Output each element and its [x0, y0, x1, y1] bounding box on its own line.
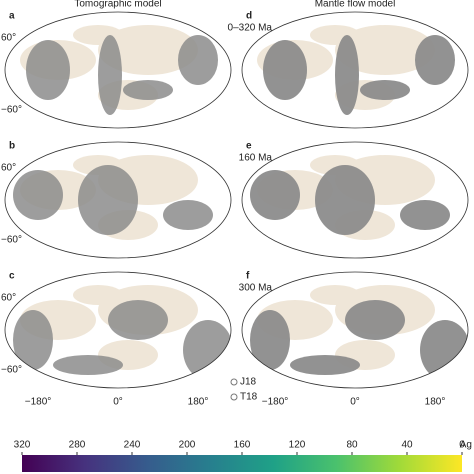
slab-region: [315, 165, 375, 235]
colorbar-label: Ag: [460, 440, 472, 451]
age-label: 0–320 Ma: [228, 23, 273, 34]
slab-region: [420, 320, 468, 380]
legend-label: J18: [240, 377, 257, 388]
tick-label: 240: [124, 440, 141, 451]
lat-label: 60°: [1, 163, 16, 174]
map-panel: [242, 142, 468, 258]
slab-region: [163, 200, 213, 230]
lon-label: 0°: [113, 397, 123, 408]
slab-region: [108, 300, 168, 340]
slab-region: [345, 300, 405, 340]
tick-label: 120: [289, 440, 306, 451]
slab-region: [250, 170, 300, 220]
continent: [335, 25, 435, 75]
slab-region: [26, 40, 70, 100]
colorbar: [22, 455, 462, 472]
map-panel: [5, 272, 231, 388]
map-outline: [241, 271, 469, 389]
tick-label: 0: [459, 440, 465, 451]
slab-region: [78, 165, 138, 235]
slab-region: [53, 355, 123, 375]
tick-label: 80: [346, 440, 358, 451]
slab-region: [415, 35, 455, 85]
legend-marker: [230, 393, 238, 401]
panel-letter: b: [9, 141, 15, 152]
tick-label: 280: [69, 440, 86, 451]
legend-marker: [230, 378, 238, 386]
lon-label: 180°: [188, 397, 209, 408]
slab-region: [250, 310, 290, 370]
column-title: Tomographic model: [74, 0, 161, 10]
slab-region: [13, 310, 53, 370]
panel-letter: f: [246, 271, 250, 282]
panel-letter: c: [9, 271, 15, 282]
lon-label: 180°: [425, 397, 446, 408]
map-outline: [4, 271, 232, 389]
column-title: Mantle flow model: [315, 0, 396, 10]
slab-region: [98, 35, 122, 115]
lat-label: −60°: [1, 105, 22, 116]
panel-letter: a: [9, 11, 15, 22]
lon-label: 0°: [350, 397, 360, 408]
slab-region: [400, 200, 450, 230]
slab-region: [178, 35, 218, 85]
map-panel: [5, 12, 231, 128]
lon-label: −180°: [25, 397, 52, 408]
tick-label: 320: [14, 440, 31, 451]
slab-region: [183, 320, 231, 380]
panel-letter: e: [246, 141, 252, 152]
lat-label: −60°: [1, 365, 22, 376]
continent: [73, 285, 123, 305]
map-outline: [4, 11, 232, 129]
map-outline: [4, 141, 232, 259]
lon-label: −180°: [262, 397, 289, 408]
slab-region: [290, 355, 360, 375]
map-outline: [241, 141, 469, 259]
age-label: 300 Ma: [239, 283, 273, 294]
slab-region: [360, 80, 410, 100]
tick-label: 160: [234, 440, 251, 451]
map-outline: [241, 11, 469, 129]
map-panel: [5, 142, 231, 258]
slab-region: [335, 35, 359, 115]
tick-label: 40: [401, 440, 413, 451]
slab-region: [123, 80, 173, 100]
continent: [98, 25, 198, 75]
slab-region: [13, 170, 63, 220]
legend-label: T18: [240, 392, 258, 403]
age-label: 160 Ma: [239, 153, 273, 164]
lat-label: 60°: [1, 33, 16, 44]
panel-letter: d: [246, 11, 252, 22]
tick-label: 200: [179, 440, 196, 451]
slab-region: [263, 40, 307, 100]
map-panel: [242, 12, 468, 128]
continent: [310, 285, 360, 305]
lat-label: −60°: [1, 235, 22, 246]
lat-label: 60°: [1, 293, 16, 304]
